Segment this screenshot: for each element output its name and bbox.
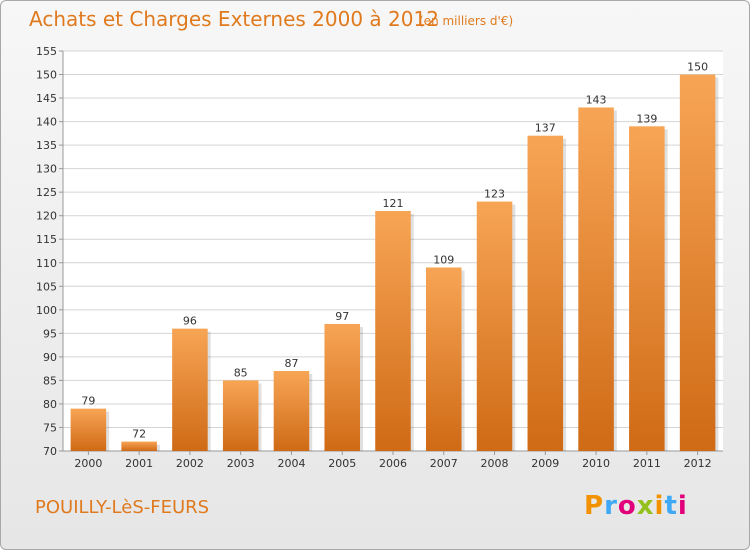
town-name: POUILLY-LèS-FEURS (35, 497, 210, 518)
x-tick-label: 2011 (633, 457, 661, 470)
y-tick-label: 130 (36, 163, 57, 176)
x-tick-label: 2001 (125, 457, 153, 470)
y-tick-label: 90 (43, 351, 57, 364)
chart-title: Achats et Charges Externes 2000 à 2012 (29, 7, 439, 31)
bar-2012 (679, 74, 716, 451)
x-tick-label: 2000 (74, 457, 102, 470)
bar-2003 (222, 380, 259, 451)
x-tick-label: 2006 (379, 457, 407, 470)
x-tick-label: 2007 (430, 457, 458, 470)
y-tick-label: 150 (36, 69, 57, 82)
bar-2009 (527, 135, 564, 452)
y-tick-label: 115 (36, 233, 57, 246)
x-tick-label: 2004 (277, 457, 305, 470)
y-tick-label: 100 (36, 304, 57, 317)
logo-letter: i (654, 491, 665, 521)
y-tick-label: 105 (36, 280, 57, 293)
y-tick-label: 125 (36, 186, 57, 199)
value-label: 97 (335, 310, 349, 323)
y-tick-label: 95 (43, 327, 57, 340)
value-label: 96 (183, 315, 197, 328)
y-tick-label: 110 (36, 257, 57, 270)
x-tick-label: 2008 (481, 457, 509, 470)
bar-2007 (426, 267, 462, 451)
value-label: 137 (535, 122, 556, 135)
x-tick-label: 2012 (684, 457, 712, 470)
value-label: 143 (586, 93, 607, 106)
value-label: 109 (433, 253, 454, 266)
bar-2005 (324, 323, 360, 451)
y-tick-label: 80 (43, 398, 57, 411)
logo-letter: t (664, 491, 678, 521)
bar-2010 (578, 107, 614, 452)
value-label: 150 (687, 61, 708, 74)
logo-letter: x (636, 491, 655, 521)
y-tick-label: 140 (36, 116, 57, 129)
y-tick-label: 75 (43, 421, 57, 434)
x-tick-label: 2010 (582, 457, 610, 470)
x-tick-label: 2002 (176, 457, 204, 470)
y-tick-label: 145 (36, 92, 57, 105)
x-tick-label: 2009 (531, 457, 559, 470)
bar-2002 (172, 328, 208, 451)
proxiti-logo: Proxiti (584, 491, 688, 521)
value-label: 123 (484, 188, 505, 201)
y-tick-label: 135 (36, 139, 57, 152)
bar-2001 (121, 441, 157, 451)
y-tick-label: 85 (43, 374, 57, 387)
logo-letter: r (604, 491, 618, 521)
value-label: 87 (284, 357, 298, 370)
value-label: 139 (636, 112, 657, 125)
value-label: 72 (132, 428, 146, 441)
logo-letter: i (677, 491, 688, 521)
y-tick-label: 120 (36, 210, 57, 223)
value-label: 85 (234, 366, 248, 379)
bar-2006 (375, 211, 411, 451)
bar-2000 (70, 408, 107, 451)
x-tick-label: 2005 (328, 457, 356, 470)
x-tick-label: 2003 (227, 457, 255, 470)
logo-letter: P (584, 491, 605, 521)
value-label: 121 (383, 197, 404, 210)
chart-unit: (en milliers d'€) (419, 14, 514, 28)
bar-2011 (629, 126, 665, 451)
value-label: 79 (81, 395, 95, 408)
y-tick-label: 70 (43, 445, 57, 458)
bar-2004 (273, 371, 310, 451)
logo-letter: o (617, 491, 637, 521)
y-tick-label: 155 (36, 45, 57, 58)
bar-2008 (476, 201, 513, 451)
